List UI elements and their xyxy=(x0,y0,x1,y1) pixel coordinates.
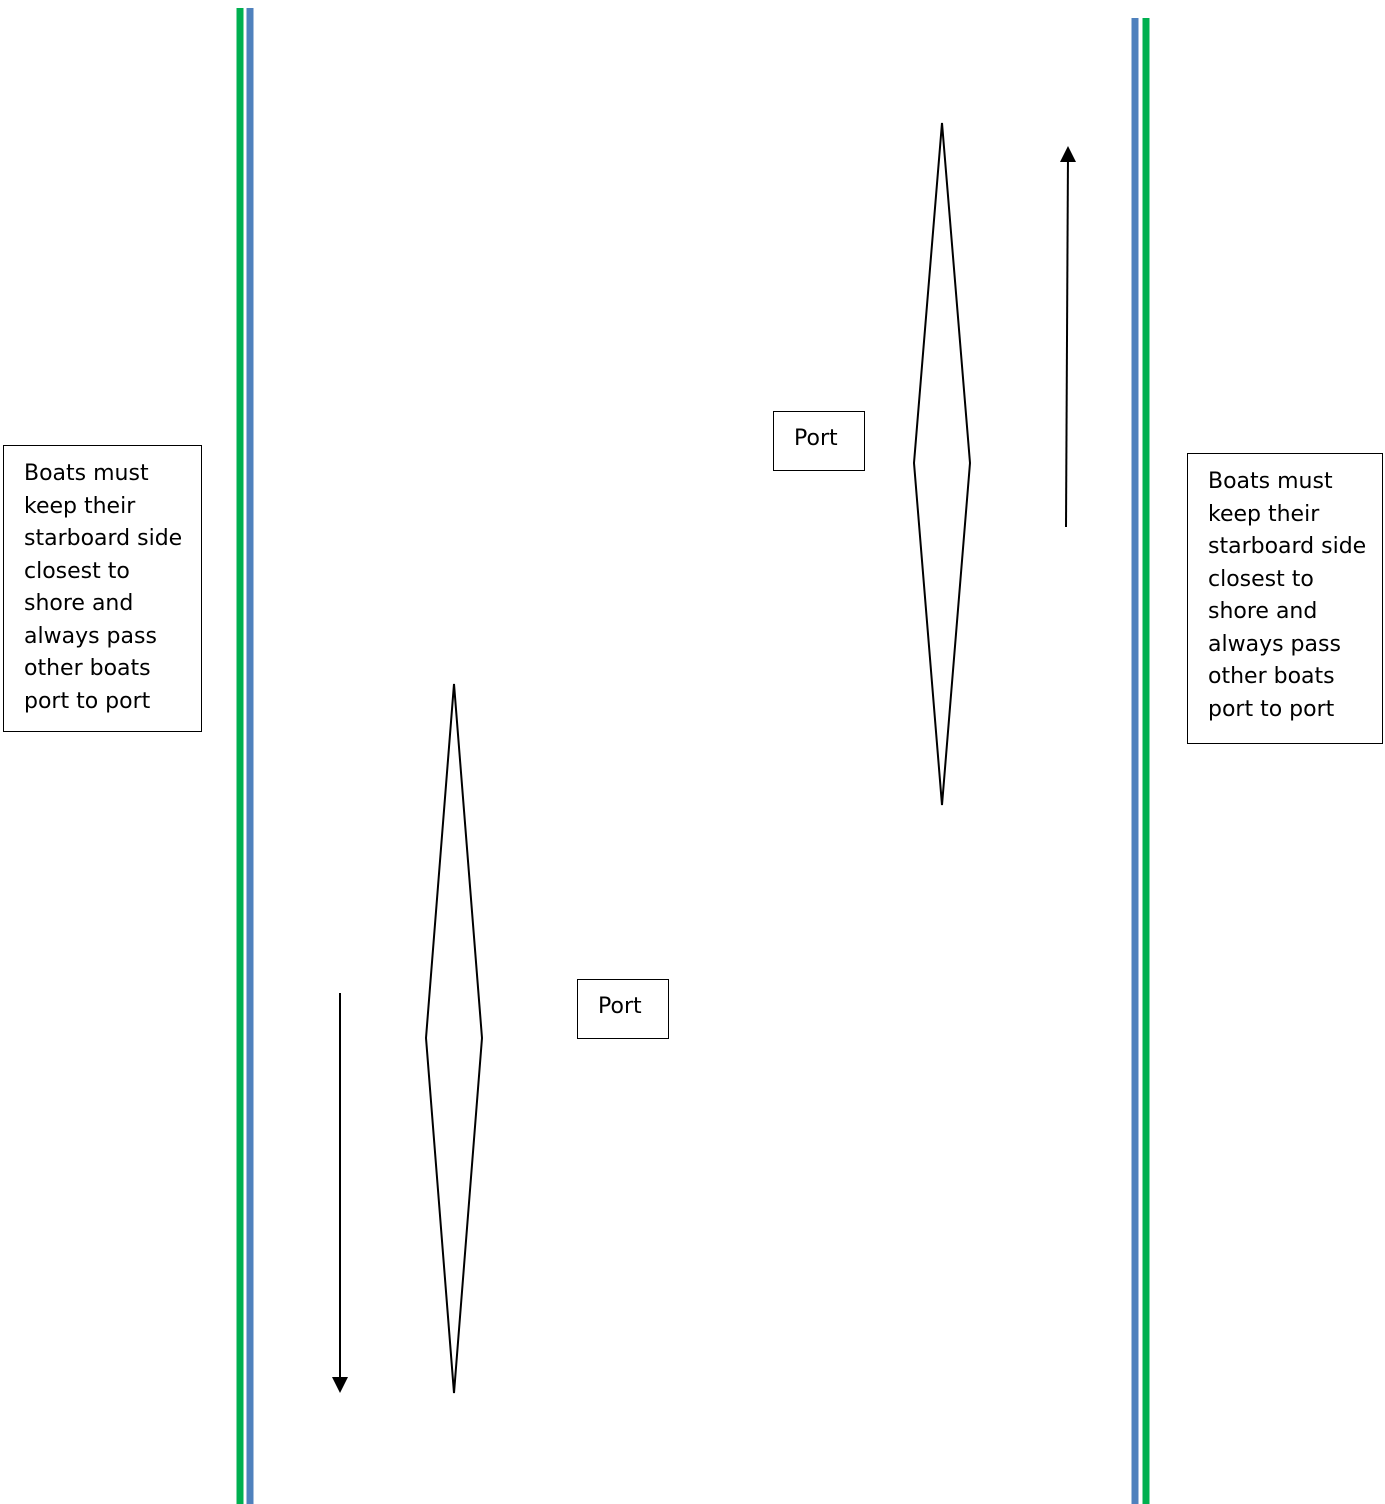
arrow-up-head xyxy=(1060,146,1076,162)
left-rule-note: Boats must keep their starboard side clo… xyxy=(3,445,202,732)
arrow-down-head xyxy=(332,1377,348,1393)
port-label-lower: Port xyxy=(577,979,669,1039)
arrow-up-icon xyxy=(1065,151,1069,528)
boat-northbound-hull xyxy=(912,122,972,806)
port-label-upper: Port xyxy=(773,411,865,471)
right-shoreline xyxy=(1131,18,1150,1504)
right-rule-note: Boats must keep their starboard side clo… xyxy=(1187,453,1383,744)
boat-southbound-hull xyxy=(424,683,484,1394)
left-shoreline xyxy=(236,8,254,1504)
